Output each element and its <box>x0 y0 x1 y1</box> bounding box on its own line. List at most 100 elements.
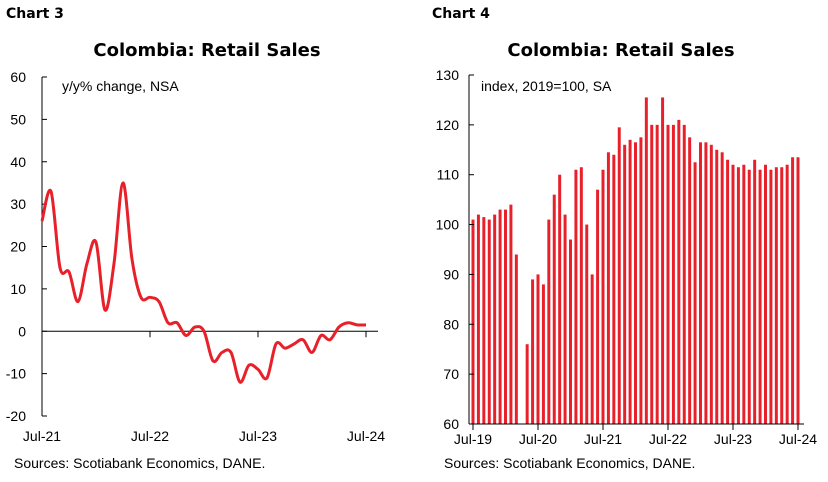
y-tick-label: 80 <box>443 316 459 332</box>
x-tick-label: Jul-24 <box>347 428 385 444</box>
y-tick-label: 100 <box>436 217 460 233</box>
x-tick-label: Jul-21 <box>23 428 61 444</box>
retail-index-bar <box>699 142 702 425</box>
x-tick-label: Jul-23 <box>239 428 277 444</box>
retail-index-bar <box>688 137 692 425</box>
retail-index-bar <box>623 144 627 425</box>
retail-index-bar <box>785 164 789 424</box>
retail-index-bar <box>666 124 670 424</box>
retail-index-bar <box>715 149 719 425</box>
retail-index-bar <box>536 274 540 424</box>
retail-index-bar <box>601 169 605 424</box>
y-tick-label: 40 <box>10 154 26 170</box>
retail-index-bar <box>736 167 740 424</box>
retail-index-bar <box>634 142 637 425</box>
retail-index-bar <box>655 124 659 424</box>
chart-number-label: Chart 3 <box>6 6 64 22</box>
x-tick-label: Jul-22 <box>649 431 687 447</box>
retail-index-bar <box>563 214 567 424</box>
retail-index-bar <box>661 97 665 424</box>
retail-index-bar <box>742 164 746 424</box>
retail-index-bar <box>726 159 730 424</box>
retail-index-bar <box>747 169 751 424</box>
retail-index-bar <box>682 124 686 424</box>
retail-index-bar <box>547 219 551 424</box>
retail-index-bar <box>525 344 529 424</box>
chart-title: Colombia: Retail Sales <box>93 40 321 61</box>
retail-index-bar <box>498 209 502 424</box>
x-tick-label: Jul-24 <box>779 431 817 447</box>
bar-chart: index, 2019=100, SA 130 120 110 100 90 80 70 60… <box>436 67 818 447</box>
retail-index-bar <box>606 152 610 424</box>
chart-title: Colombia: Retail Sales <box>507 40 735 61</box>
retail-index-bar <box>579 167 583 424</box>
retail-index-bar <box>482 217 486 424</box>
y-tick-label: 0 <box>18 323 26 339</box>
x-tick-label: Jul-20 <box>519 431 557 447</box>
retail-index-bar <box>731 164 735 424</box>
chart-annotation: index, 2019=100, SA <box>481 78 612 94</box>
retail-index-bar <box>509 204 513 424</box>
retail-index-bar <box>531 279 535 424</box>
x-tick-label: Jul-19 <box>454 431 492 447</box>
retail-index-bar <box>774 167 778 424</box>
y-tick-label: 30 <box>10 196 26 212</box>
y-tick-label: 90 <box>443 266 459 282</box>
retail-index-bar <box>709 144 713 425</box>
x-tick-label: Jul-23 <box>714 431 752 447</box>
retail-index-bar <box>704 142 708 425</box>
x-tick-label: Jul-21 <box>584 431 622 447</box>
y-tick-label: 60 <box>443 416 459 432</box>
y-tick-label: 60 <box>10 69 26 85</box>
retail-index-bar <box>574 169 578 424</box>
y-tick-label: 130 <box>436 67 460 83</box>
retail-sales-yoy-line <box>40 181 367 384</box>
retail-index-bar <box>753 159 757 424</box>
y-tick-label: 20 <box>10 239 26 255</box>
retail-index-bar <box>514 254 518 424</box>
chart-number-label: Chart 4 <box>432 6 490 22</box>
retail-index-bar <box>596 189 600 424</box>
retail-index-bar <box>796 157 800 424</box>
line-chart: y/y% change, NSA 60 50 40 30 20 10 0 -10 -20 Jul-… <box>6 69 386 444</box>
retail-index-bar <box>677 119 681 424</box>
chart-4-panel: Chart 4 Colombia: Retail Sales index, 20… <box>414 0 828 482</box>
y-tick-label: 70 <box>443 366 459 382</box>
retail-index-bar <box>558 174 562 424</box>
retail-index-bar <box>764 164 767 424</box>
y-tick-label: 110 <box>437 167 460 183</box>
retail-index-bar <box>569 239 572 424</box>
source-note: Sources: Scotiabank Economics, DANE. <box>14 455 266 471</box>
chart-3-panel: Chart 3 Colombia: Retail Sales y/y% chan… <box>6 6 386 471</box>
retail-index-bar <box>504 209 507 424</box>
chart-annotation: y/y% change, NSA <box>62 78 179 94</box>
retail-index-bar <box>487 219 491 424</box>
y-tick-label: -10 <box>6 366 26 382</box>
retail-index-bar <box>644 97 648 424</box>
retail-index-bar <box>471 219 475 424</box>
retail-index-bar <box>693 162 697 424</box>
retail-index-bar <box>617 127 621 424</box>
retail-index-bar <box>476 214 480 424</box>
y-tick-label: 120 <box>436 117 460 133</box>
retail-index-bar <box>590 274 594 424</box>
source-note: Sources: Scotiabank Economics, DANE. <box>444 455 696 471</box>
retail-index-bar <box>720 152 724 424</box>
retail-index-bar <box>780 167 784 424</box>
retail-index-bar <box>552 194 556 424</box>
retail-index-bar <box>791 157 795 424</box>
retail-index-bar <box>585 224 589 424</box>
y-tick-label: -20 <box>6 408 26 424</box>
retail-index-bar <box>671 124 675 424</box>
retail-index-bar <box>612 154 616 424</box>
retail-index-bar <box>628 139 632 425</box>
retail-index-bar <box>493 214 497 424</box>
retail-index-bar <box>639 137 643 425</box>
x-tick-label: Jul-22 <box>131 428 169 444</box>
y-tick-label: 10 <box>10 281 26 297</box>
retail-index-bar <box>650 124 654 424</box>
retail-index-bar <box>758 169 762 424</box>
retail-index-bar <box>769 169 773 424</box>
y-tick-label: 50 <box>10 111 26 127</box>
retail-index-bar <box>541 284 545 424</box>
